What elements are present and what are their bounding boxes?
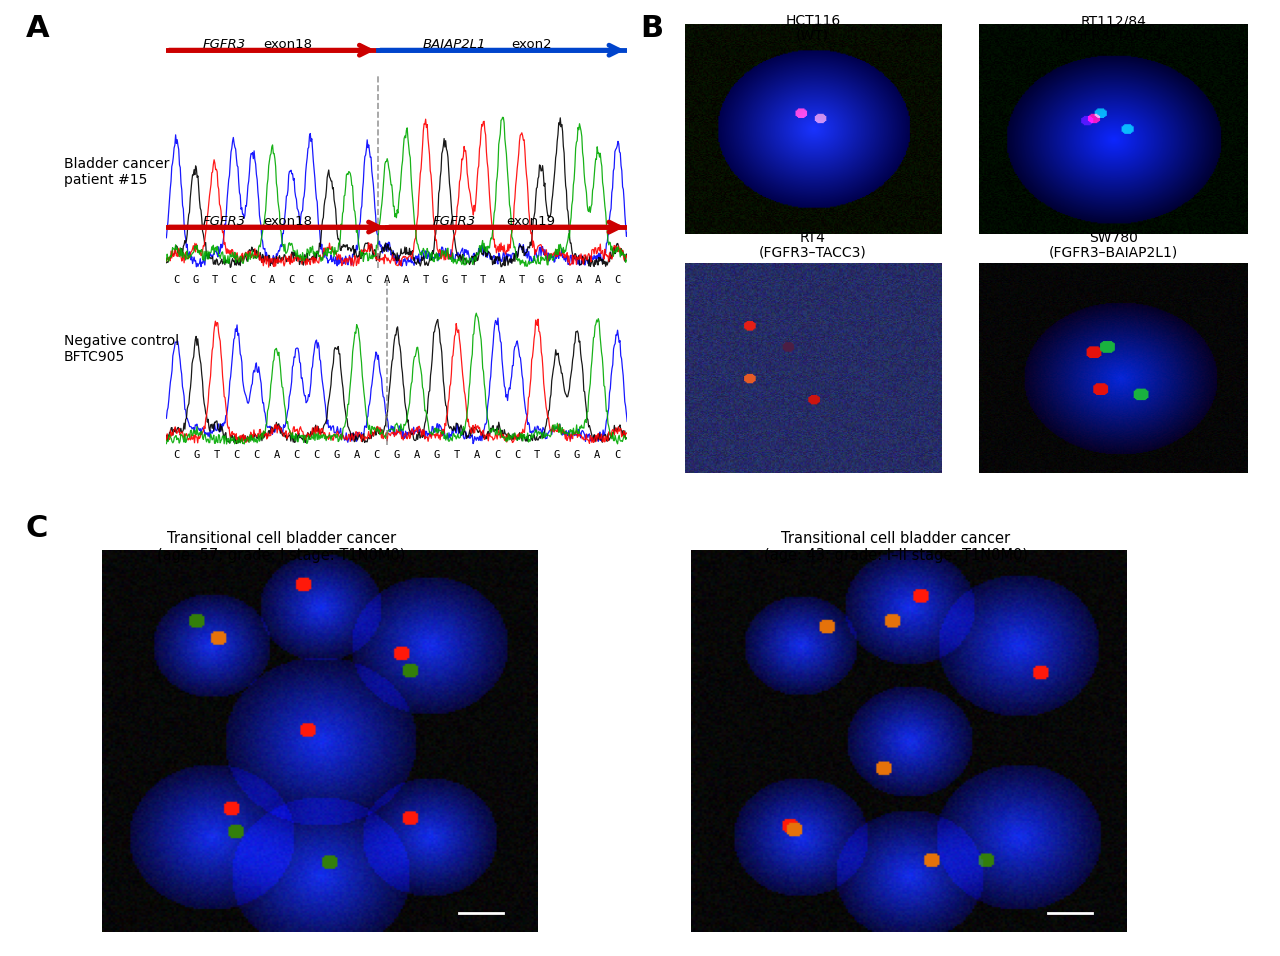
Text: C: C [253, 449, 260, 460]
Text: C: C [365, 274, 371, 285]
Text: RT4: RT4 [800, 231, 826, 246]
Text: A: A [413, 449, 420, 460]
Text: exon18: exon18 [264, 215, 312, 228]
Text: C: C [494, 449, 500, 460]
Text: T: T [534, 449, 540, 460]
Text: T: T [480, 274, 486, 285]
Text: T: T [461, 274, 467, 285]
Text: C: C [374, 449, 380, 460]
Text: A: A [499, 274, 506, 285]
Text: G: G [192, 274, 198, 285]
Text: (WT): (WT) [796, 29, 829, 43]
Text: C: C [307, 274, 314, 285]
Text: A: A [269, 274, 275, 285]
Text: FGFR3: FGFR3 [202, 38, 246, 52]
Text: G: G [554, 449, 561, 460]
Text: C: C [250, 274, 256, 285]
Text: SW780: SW780 [1089, 231, 1138, 246]
Text: B: B [640, 14, 663, 43]
Text: C: C [173, 449, 179, 460]
Text: FGFR3: FGFR3 [202, 215, 246, 228]
Text: G: G [193, 449, 200, 460]
Text: C: C [173, 274, 179, 285]
Text: A: A [353, 449, 360, 460]
Text: Bladder cancer
patient #15: Bladder cancer patient #15 [64, 157, 169, 187]
Text: G: G [573, 449, 580, 460]
Text: C: C [288, 274, 294, 285]
Text: C: C [233, 449, 239, 460]
Text: G: G [326, 274, 333, 285]
Text: exon19: exon19 [507, 215, 556, 228]
Text: C: C [26, 514, 47, 543]
Text: BAIAP2L1: BAIAP2L1 [422, 38, 486, 52]
Text: Negative control
BFTC905: Negative control BFTC905 [64, 334, 179, 364]
Text: G: G [538, 274, 544, 285]
Text: G: G [557, 274, 563, 285]
Text: HCT116: HCT116 [785, 14, 841, 29]
Text: (FGFR3–BAIAP2L1): (FGFR3–BAIAP2L1) [1050, 246, 1178, 260]
Text: T: T [211, 274, 218, 285]
Text: (FGFR3–TACC3): (FGFR3–TACC3) [759, 246, 867, 260]
Text: Transitional cell bladder cancer
(age: 43; grade: I–II stage: T1N0M0): Transitional cell bladder cancer (age: 4… [764, 531, 1028, 563]
Text: A: A [595, 274, 602, 285]
Text: T: T [454, 449, 460, 460]
Text: C: C [293, 449, 300, 460]
Text: RT112/84: RT112/84 [1080, 14, 1147, 29]
Text: A: A [594, 449, 600, 460]
Text: G: G [394, 449, 399, 460]
Text: C: C [230, 274, 237, 285]
Text: T: T [214, 449, 220, 460]
Text: exon18: exon18 [264, 38, 312, 52]
Text: A: A [576, 274, 582, 285]
Text: G: G [442, 274, 448, 285]
Text: Transitional cell bladder cancer
(age: 57; grade: I stage: T1N0M0): Transitional cell bladder cancer (age: 5… [157, 531, 406, 563]
Text: C: C [614, 449, 621, 460]
Text: C: C [614, 274, 621, 285]
Text: A: A [403, 274, 410, 285]
Text: A: A [274, 449, 280, 460]
Text: FGFR3: FGFR3 [433, 215, 476, 228]
Text: C: C [513, 449, 520, 460]
Text: T: T [518, 274, 525, 285]
Text: (FGFR3–TACC3): (FGFR3–TACC3) [1060, 29, 1167, 43]
Text: T: T [422, 274, 429, 285]
Text: G: G [434, 449, 440, 460]
Text: A: A [384, 274, 390, 285]
Text: C: C [314, 449, 320, 460]
Text: A: A [474, 449, 480, 460]
Text: exon2: exon2 [511, 38, 552, 52]
Text: A: A [26, 14, 49, 43]
Text: G: G [334, 449, 339, 460]
Text: A: A [346, 274, 352, 285]
